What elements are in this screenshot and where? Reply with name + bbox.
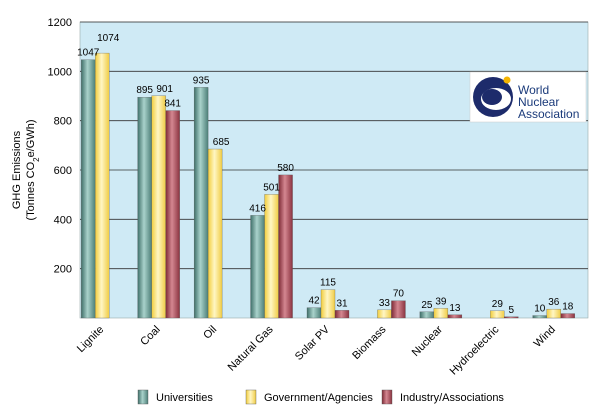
bar-industry-associations-biomass [391,300,406,319]
y-axis-label-line1: GHG Emissions [11,130,23,209]
legend-label: Universities [156,392,213,404]
x-tick-label: Natural Gas [226,323,276,373]
data-label: 18 [562,302,574,313]
bar-government-agencies-hydroelectric [490,310,505,319]
x-tick-label: Coal [138,324,162,348]
x-tick-label: Oil [201,324,219,342]
y-axis-label-units: (Tonnes CO2e/GWh) [25,119,41,220]
y-tick-label: 600 [54,165,72,177]
bar-government-agencies-lignite [95,52,110,319]
data-label: 25 [421,300,433,311]
bars [81,52,575,319]
data-label: 115 [320,278,336,289]
y-tick-labels: 200 400 600 800 1000 1200 [48,17,72,276]
legend-swatch [381,389,393,405]
bar-industry-associations-nuclear [447,314,463,319]
legend-label: Government/Agencies [264,392,373,404]
data-label: 31 [336,298,348,309]
data-label: 29 [492,299,504,310]
x-tick-label: Wind [532,324,558,350]
x-tick-labels: Lignite Coal Oil Natural Gas Solar PV Biomass… [75,323,558,377]
data-label: 501 [263,182,280,193]
bar-industry-associations-natural-gas [278,174,293,319]
bar-government-agencies-oil [207,148,223,319]
bar-government-agencies-coal [151,95,166,319]
data-label: 901 [156,84,173,95]
bar-universities-nuclear [419,311,435,319]
logo-line2: Nuclear [518,95,559,109]
data-label: 36 [548,297,560,308]
y-tick-label: 1000 [48,66,72,78]
bar-industry-associations-coal [165,110,180,319]
data-label: 5 [509,305,515,316]
bar-universities-natural-gas [250,215,265,319]
bar-government-agencies-wind [546,308,561,319]
data-label: 1047 [77,48,100,59]
y-tick-label: 800 [54,116,72,128]
data-label: 895 [136,85,153,96]
bar-industry-associations-wind [560,313,575,319]
legend-swatch [245,389,257,405]
bar-universities-coal [137,97,152,319]
data-label: 935 [193,75,210,86]
logo-line1: World [518,83,549,97]
bar-industry-associations-hydroelectric [504,316,519,319]
y-tick-label: 400 [54,214,72,226]
bar-industry-associations-solar-pv [334,310,350,319]
data-label: 13 [449,303,461,314]
bar-government-agencies-nuclear [433,308,449,319]
bar-government-agencies-solar-pv [320,289,336,319]
data-label: 1074 [97,33,120,44]
data-label: 685 [213,137,230,148]
bar-universities-solar-pv [306,307,322,319]
world-nuclear-association-logo: World Nuclear Association [469,71,587,123]
bar-universities-wind [532,315,547,319]
logo-line3: Association [518,107,579,121]
x-tick-label: Lignite [75,324,106,355]
data-label: 416 [249,203,266,214]
data-label: 33 [379,298,391,309]
y-axis-label: GHG Emissions [11,130,23,209]
bar-universities-lignite [81,59,96,319]
x-tick-label: Solar PV [293,323,333,363]
y-tick-label: 200 [54,264,72,276]
bar-government-agencies-biomass [377,309,392,319]
data-label: 10 [534,304,546,315]
data-label: 841 [164,99,181,110]
data-label: 580 [277,163,294,174]
x-tick-label: Nuclear [410,323,446,359]
bar-universities-oil [193,87,209,319]
legend: Universities Government/Agencies Industry/… [137,389,504,405]
data-label: 70 [393,289,405,300]
bar-government-agencies-natural-gas [264,194,279,319]
legend-label: Industry/Associations [400,392,504,404]
data-label: 39 [435,296,447,307]
legend-swatch [137,389,149,405]
data-label: 42 [308,296,320,307]
x-tick-label: Biomass [350,323,389,362]
y-tick-label: 1200 [48,17,72,29]
x-tick-label: Hydroelectric [448,323,502,377]
